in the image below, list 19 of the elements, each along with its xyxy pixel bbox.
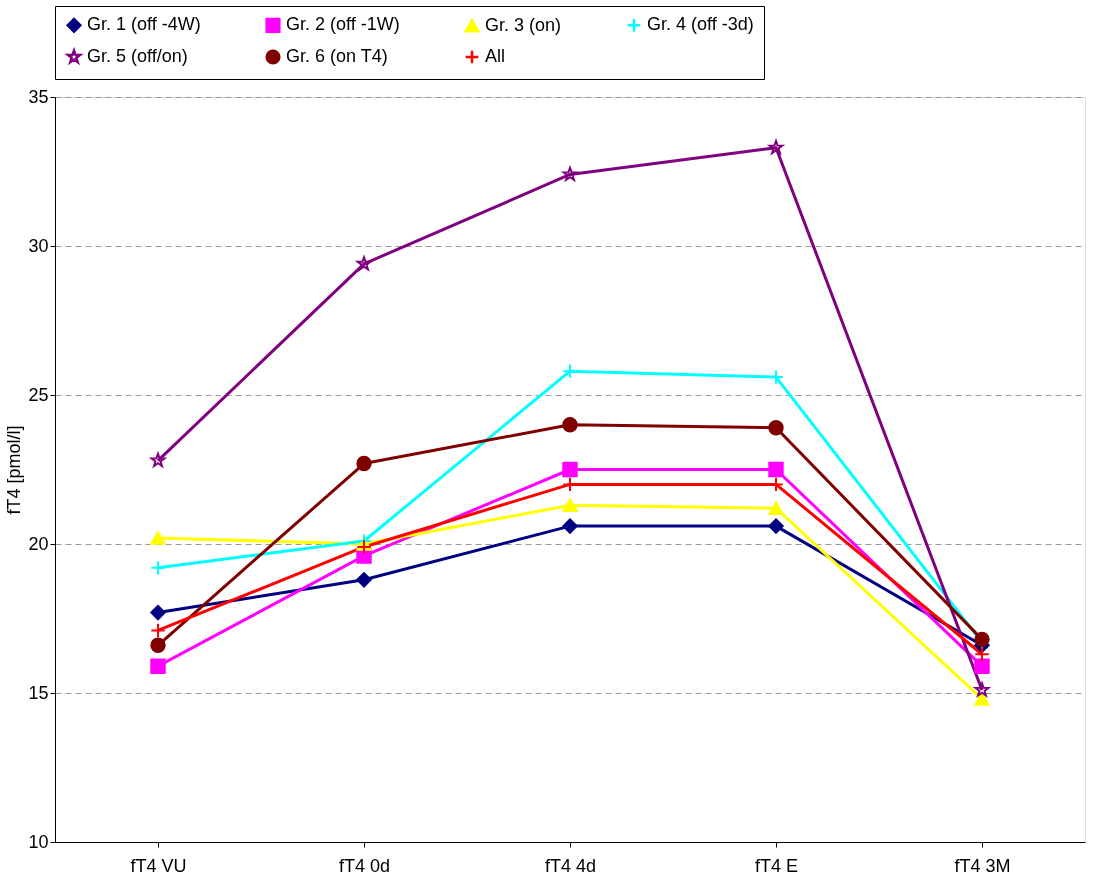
- legend-label: Gr. 3 (on): [485, 14, 562, 35]
- y-tick-label: 20: [28, 533, 49, 554]
- legend-label: Gr. 2 (off -1W): [286, 14, 400, 35]
- y-tick-label: 35: [28, 86, 49, 107]
- y-tick-label: 15: [28, 682, 49, 703]
- y-tick-label: 30: [28, 235, 49, 256]
- x-tick-label: fT4 VU: [130, 855, 187, 876]
- y-tick-label: 10: [28, 831, 49, 852]
- x-tick-label: fT4 0d: [338, 855, 391, 876]
- x-tick-label: fT4 E: [754, 855, 799, 876]
- legend-label: Gr. 6 (on T4): [286, 46, 388, 66]
- legend-label: All: [485, 46, 506, 66]
- y-axis-title: fT4 [pmol/l]: [4, 425, 25, 515]
- x-tick-label: fT4 3M: [954, 855, 1011, 876]
- legend-label: Gr. 1 (off -4W): [87, 14, 201, 35]
- legend-label: Gr. 4 (off -3d): [647, 14, 754, 35]
- legend-label: Gr. 5 (off/on): [87, 46, 188, 66]
- y-tick-label: 25: [28, 384, 49, 405]
- x-tick-label: fT4 4d: [544, 855, 597, 876]
